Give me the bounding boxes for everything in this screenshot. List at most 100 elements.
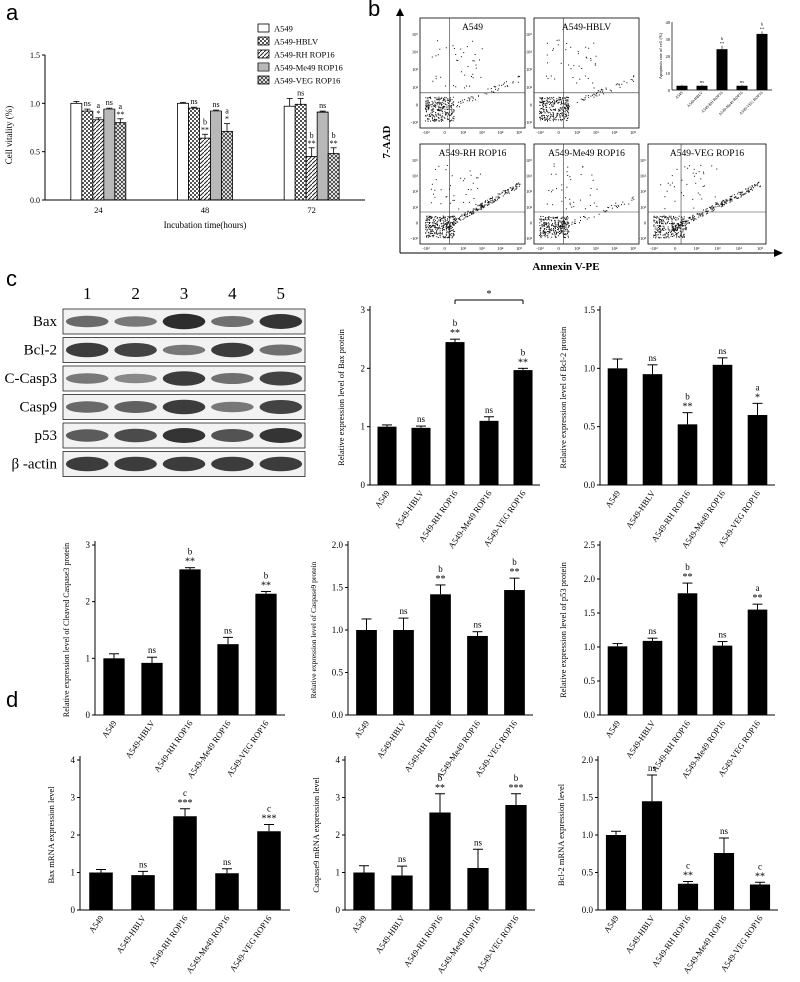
axis-tick-label: 10² — [460, 246, 467, 251]
axis-tick-label: 10⁵ — [630, 130, 637, 135]
y-tick-label: 0.0 — [584, 710, 596, 720]
axis-tick-label: 10³ — [479, 130, 486, 135]
plot-frame — [533, 143, 640, 245]
protein-label: Bcl-2 — [24, 343, 57, 359]
chart-c-bcl2: 0.0 0.5 1.0 1.5 Relative expression level of… — [558, 305, 775, 550]
panel-a-legend: A549 A549-HBLV A549-RH ROP16 A549-Me49 ROP1… — [257, 24, 343, 86]
axis-tick-label: 0 — [443, 130, 446, 135]
plot-title: A549-HBLV — [562, 23, 611, 33]
significance-ns: ns — [224, 625, 233, 635]
significance-letter: c — [267, 804, 271, 814]
y-tick-label: 1.5 — [584, 305, 596, 315]
bar — [505, 805, 527, 910]
y-tick-label: 1 — [336, 868, 341, 878]
axis-tick-label: 0 — [416, 220, 419, 225]
significance-letter: b — [521, 347, 526, 357]
significance-ns: ns — [139, 859, 148, 869]
significance-ns: ns — [417, 414, 426, 424]
significance-stars: ** — [201, 125, 209, 134]
panel-b-y-arrow — [396, 8, 404, 16]
protein-band — [65, 401, 109, 413]
protein-band — [211, 316, 254, 327]
axis-tick-label: 10⁵ — [757, 246, 764, 251]
scatter-events — [425, 165, 521, 239]
bar — [210, 110, 222, 201]
significance-letter: b — [332, 131, 336, 140]
significance-letter: a — [119, 102, 123, 111]
panel-label-c: c — [6, 266, 17, 291]
axis-tick-label: 0 — [530, 102, 533, 107]
bar — [217, 644, 239, 715]
bar — [756, 33, 768, 90]
significance-ns: ns — [474, 837, 483, 847]
bar — [677, 593, 698, 715]
protein-band — [259, 314, 303, 329]
x-category-label: A549-HBLV — [114, 913, 148, 956]
protein-band — [259, 456, 303, 472]
axis-tick-label: 0 — [644, 220, 647, 225]
y-axis-label: Caspase9 mRNA expression level — [311, 777, 321, 893]
significance-ns: ns — [297, 89, 304, 98]
blot-row: Casp9 — [20, 394, 306, 420]
bar — [676, 85, 688, 90]
significance-stars: ** — [683, 871, 693, 882]
lane-number: 2 — [131, 284, 140, 303]
axis-tick-label: -10² — [536, 246, 544, 251]
flow-plot: A549 10⁵ 10⁴ 10³ 10² 0 -10²-10² 0 10² 10³ 10⁴ 10⁵ — [411, 17, 526, 135]
y-tick-label: 0.0 — [582, 905, 594, 915]
axis-tick-label: 10³ — [715, 246, 722, 251]
significance-ns: ns — [223, 857, 232, 867]
y-tick-label: 0.0 — [584, 480, 596, 490]
flow-plot: A549-VEG ROP16 10⁵ 10⁴ 10³ 10² 0 -10²-10² 0 10² 1… — [639, 143, 767, 251]
bracket-label: * — [487, 289, 492, 300]
y-tick-label: 1.0 — [332, 625, 344, 635]
x-category-label: A549-VEG ROP16 — [227, 913, 273, 973]
chart-d-bcl2: 0.0 0.5 1.0 1.5 2.0 Bcl-2 mRNA expression lev… — [556, 755, 778, 975]
y-tick-label: 3 — [71, 793, 76, 803]
chart-c-bax: 0 1 2 3 Relative expression level of Bax pro… — [336, 289, 540, 550]
blot-row: Bcl-2 — [24, 337, 306, 363]
significance-letter: b — [310, 131, 314, 140]
y-tick-label: 2.5 — [584, 540, 596, 550]
x-category-label: A549-VEG ROP16 — [224, 718, 270, 778]
significance-stars: * — [755, 392, 760, 403]
y-tick-label: 1.0 — [30, 99, 40, 108]
bar — [255, 593, 277, 715]
axis-tick-label: 10³ — [479, 246, 486, 251]
axis-tick-label: 10⁵ — [526, 32, 533, 37]
significance-letter: a — [756, 583, 760, 593]
x-category-label: A549-HBLV — [685, 90, 703, 108]
y-tick-label: 2.0 — [582, 755, 594, 765]
significance-ns: ns — [700, 79, 704, 84]
axis-tick-label: 10² — [526, 85, 533, 90]
protein-band — [211, 373, 254, 384]
bar — [327, 153, 340, 201]
bar — [316, 111, 329, 201]
y-axis-label: Relative expression level of p53 protein — [558, 561, 568, 697]
axis-tick-label: 10⁵ — [412, 32, 419, 37]
protein-band — [162, 399, 206, 415]
x-category-label: A549-HBLV — [373, 913, 407, 956]
legend-swatch — [257, 75, 270, 85]
y-tick-label: 3 — [86, 540, 91, 550]
bar — [257, 831, 281, 910]
bar — [199, 137, 211, 201]
significance-ns: ns — [399, 606, 408, 616]
significance-ns: ns — [720, 826, 729, 836]
bar — [467, 868, 489, 910]
axis-tick-label: 0 — [416, 102, 419, 107]
significance-letter: b — [514, 773, 519, 783]
x-category-label: A549-HBLV — [123, 718, 157, 761]
lane-number: 1 — [83, 284, 92, 303]
x-category-label: A549-HBLV — [624, 488, 658, 531]
significance-stars: ** — [450, 328, 460, 339]
significance-letter: c — [686, 861, 690, 871]
y-tick-label: 0.0 — [332, 710, 344, 720]
axis-tick-label: -10² — [411, 236, 419, 241]
significance-letter: b — [685, 392, 690, 402]
significance-letter: b — [188, 547, 193, 557]
x-category-label: A549 — [350, 913, 369, 934]
scatter-events — [653, 164, 761, 239]
x-category-label: A549 — [602, 913, 621, 934]
bar — [179, 569, 201, 715]
